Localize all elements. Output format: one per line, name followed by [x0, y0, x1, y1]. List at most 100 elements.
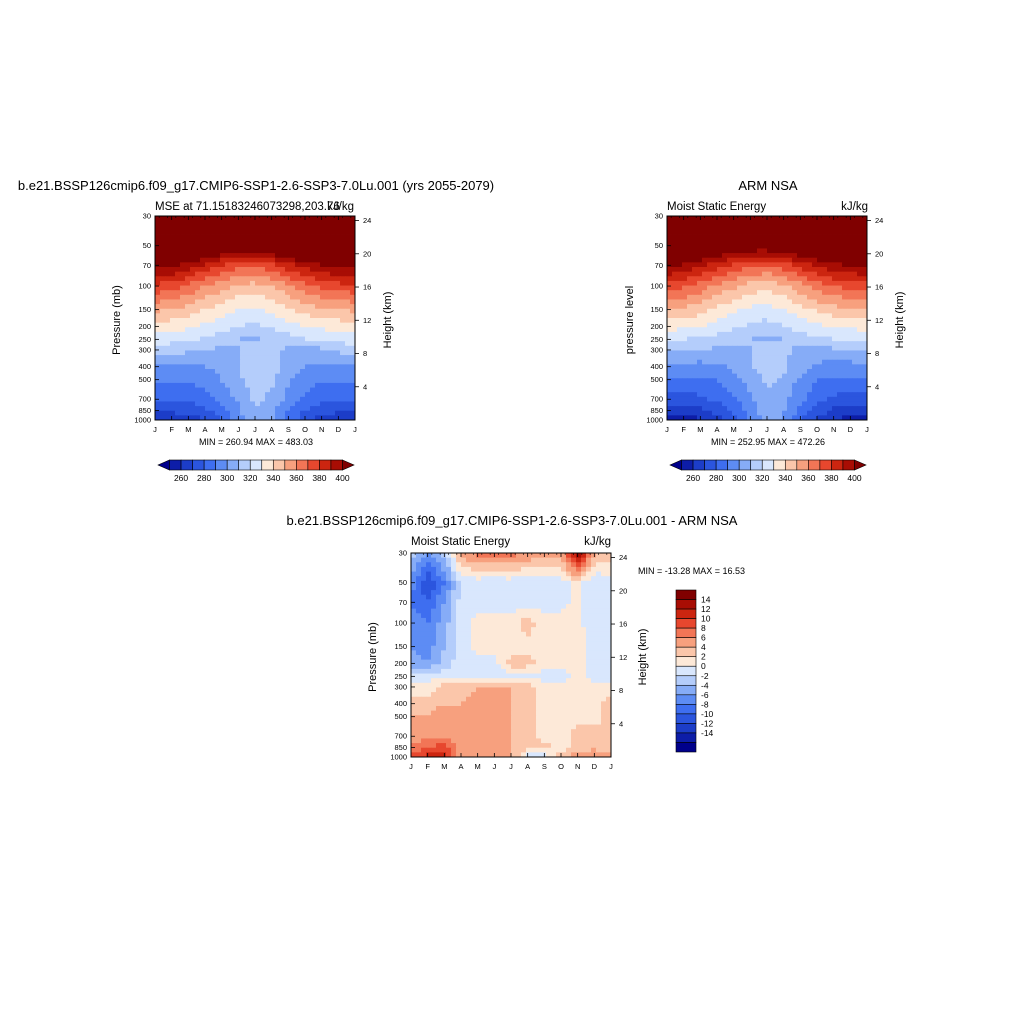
field-cell	[225, 336, 231, 342]
field-cell	[606, 585, 612, 591]
field-cell	[672, 239, 678, 245]
field-cell	[827, 257, 833, 263]
field-cell	[486, 562, 492, 568]
field-cell	[782, 364, 788, 370]
field-cell	[285, 341, 291, 347]
field-cell	[185, 392, 191, 398]
field-cell	[305, 350, 311, 356]
field-cell	[456, 566, 462, 572]
field-cell	[185, 257, 191, 263]
field-cell	[862, 308, 868, 314]
field-cell	[250, 396, 256, 402]
field-cell	[195, 229, 201, 235]
field-cell	[536, 650, 542, 656]
field-cell	[305, 322, 311, 328]
field-cell	[812, 345, 818, 351]
field-cell	[822, 239, 828, 245]
field-cell	[852, 253, 858, 259]
field-cell	[220, 350, 226, 356]
field-cell	[812, 382, 818, 388]
field-cell	[315, 373, 321, 379]
field-cell	[180, 262, 186, 268]
field-cell	[837, 410, 843, 416]
field-cell	[305, 327, 311, 333]
field-cell	[687, 280, 693, 286]
field-cell	[767, 327, 773, 333]
colorbar-swatch	[727, 459, 740, 471]
field-cell	[416, 664, 422, 670]
field-cell	[335, 327, 341, 333]
field-cell	[180, 331, 186, 337]
field-cell	[265, 378, 271, 384]
field-cell	[827, 271, 833, 277]
field-cell	[586, 585, 592, 591]
field-cell	[180, 369, 186, 375]
field-cell	[300, 415, 306, 421]
field-cell	[270, 327, 276, 333]
field-cell	[712, 308, 718, 314]
field-cell	[431, 627, 437, 633]
field-cell	[235, 285, 241, 291]
field-cell	[170, 271, 176, 277]
field-cell	[601, 682, 607, 688]
field-cell	[456, 617, 462, 623]
field-cell	[155, 234, 161, 240]
field-cell	[526, 659, 532, 665]
field-cell	[812, 257, 818, 263]
field-cell	[265, 225, 271, 231]
field-cell	[702, 318, 708, 324]
field-cell	[687, 336, 693, 342]
field-cell	[501, 664, 507, 670]
field-cell	[290, 327, 296, 333]
field-cell	[411, 678, 417, 684]
right-label: kJ/kg	[841, 201, 868, 213]
field-cell	[240, 290, 246, 296]
field-cell	[340, 378, 346, 384]
field-cell	[300, 396, 306, 402]
field-cell	[240, 410, 246, 416]
field-cell	[702, 234, 708, 240]
field-cell	[571, 594, 577, 600]
field-cell	[290, 280, 296, 286]
field-cell	[591, 650, 597, 656]
field-cell	[305, 331, 311, 337]
field-cell	[260, 401, 266, 407]
field-cell	[335, 285, 341, 291]
field-cell	[837, 355, 843, 361]
field-cell	[245, 373, 251, 379]
field-cell	[270, 378, 276, 384]
field-cell	[220, 299, 226, 305]
field-cell	[737, 341, 743, 347]
field-cell	[682, 257, 688, 263]
field-cell	[857, 216, 863, 222]
field-cell	[571, 655, 577, 661]
field-cell	[511, 608, 517, 614]
field-cell	[225, 294, 231, 300]
field-cell	[516, 566, 522, 572]
field-cell	[807, 290, 813, 296]
field-cell	[451, 613, 457, 619]
field-cell	[682, 290, 688, 296]
field-cell	[511, 622, 517, 628]
field-cell	[561, 580, 567, 586]
field-cell	[461, 645, 467, 651]
field-cell	[702, 304, 708, 310]
field-cell	[742, 359, 748, 365]
field-cell	[185, 267, 191, 273]
field-cell	[235, 382, 241, 388]
field-cell	[812, 350, 818, 356]
field-cell	[737, 280, 743, 286]
field-cell	[852, 225, 858, 231]
field-cell	[702, 253, 708, 259]
x-tick-label: J	[353, 425, 357, 434]
field-cell	[802, 396, 808, 402]
field-cell	[817, 415, 823, 421]
field-cell	[541, 585, 547, 591]
field-cell	[501, 571, 507, 577]
field-cell	[340, 382, 346, 388]
field-cell	[431, 566, 437, 572]
field-cell	[591, 617, 597, 623]
field-cell	[250, 382, 256, 388]
field-cell	[601, 585, 607, 591]
field-cell	[270, 392, 276, 398]
